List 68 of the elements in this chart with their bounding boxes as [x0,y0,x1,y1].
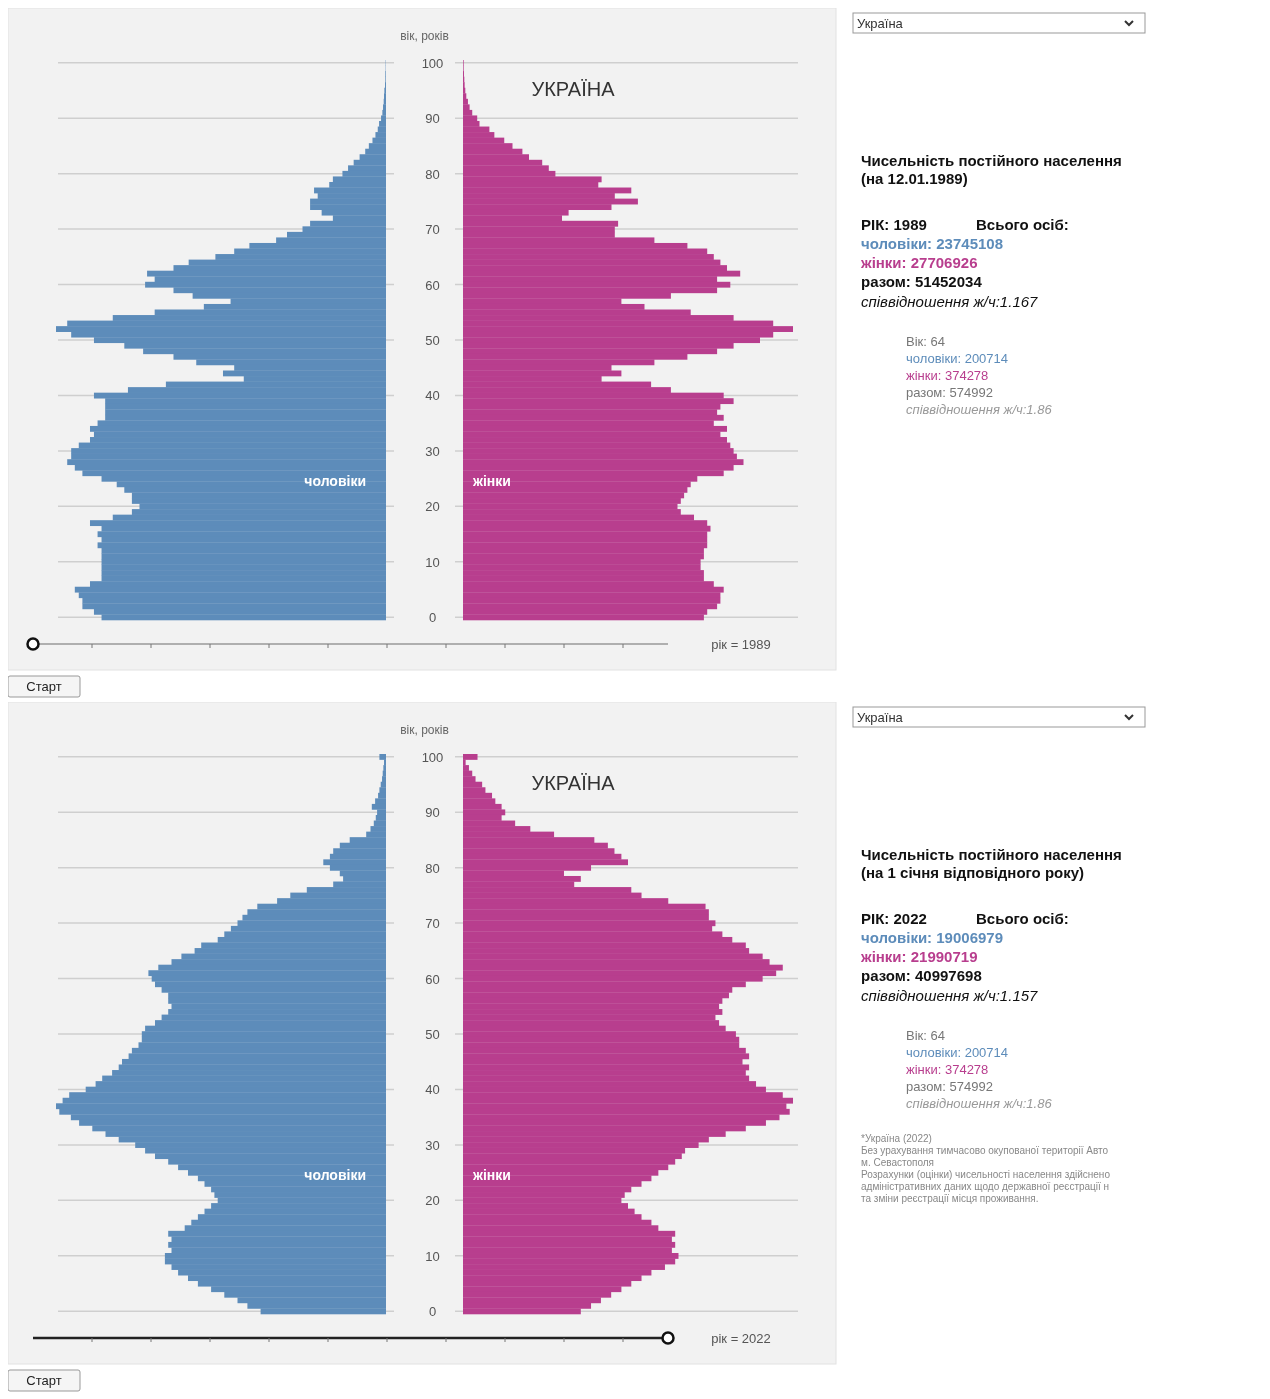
series-label: чоловіки [304,1167,366,1184]
text: співвідношення ж/ч:1.86 [906,1096,1053,1111]
y-tick-label: 60 [425,971,440,987]
region-select: Україна [852,706,1146,728]
text: УКРАЇНА [531,78,616,100]
text: співвідношення ж/ч:1.157 [861,987,1039,1004]
text: Вік: 64 [906,1028,945,1043]
text: та зміни реєстрації місця проживання. [861,1193,1039,1204]
y-tick-label: 80 [425,860,440,876]
y-tick-label: 70 [425,916,440,932]
text: жінки: 21990719 [860,948,978,965]
text: разом: 574992 [906,385,993,400]
text: чоловіки: 200714 [906,351,1009,366]
start-button: Старт [8,1369,81,1392]
series-label: чоловіки [304,473,366,490]
text: УКРАЇНА [531,772,616,794]
text: Без урахування тимчасово окупованої території Авто [861,1145,1109,1156]
y-tick-label: 40 [425,1082,440,1098]
text: співвідношення ж/ч:1.86 [906,402,1053,417]
text: *Україна (2022) [861,1133,932,1144]
text: разом: 51452034 [861,273,983,290]
y-tick-label: 70 [425,222,440,238]
y-tick-label: 10 [425,554,440,570]
text: жінки: 27706926 [860,254,978,271]
y-tick-label: 20 [425,1193,440,1209]
y-axis-title: вік, років [400,723,449,737]
y-tick-label: 40 [425,388,440,404]
y-tick-label: 60 [425,277,440,293]
text: разом: 40997698 [861,967,982,984]
text: Всього осіб: [976,910,1069,927]
text: Розрахунки (оцінки) чисельності населення здійснено [861,1169,1111,1180]
text: співвідношення ж/ч:1.167 [861,293,1039,310]
text: Чисельність постійного населення [861,846,1122,863]
text: разом: 574992 [906,1079,993,1094]
y-tick-label: 0 [428,1304,437,1320]
text: жінки: 374278 [906,368,989,383]
text: (на 12.01.1989) [861,170,968,187]
text: адміністративних даних щодо державної реєстрації н [861,1181,1110,1192]
y-tick-label: 0 [428,610,437,626]
text: (на 1 січня відповідного року) [861,864,1085,881]
y-tick-label: 30 [425,1137,440,1153]
text: жінки: 374278 [906,1062,989,1077]
text: Чисельність постійного населення [861,152,1122,169]
text: РІК: 2022 [861,910,927,927]
y-tick-label: 90 [425,111,440,127]
text: Вік: 64 [906,334,945,349]
y-axis-title: вік, років [400,29,449,43]
text: чоловіки: 19006979 [861,929,1004,946]
y-tick-label: 30 [425,443,440,459]
y-tick-label: 100 [421,55,444,71]
y-tick-label: 80 [425,166,440,182]
y-tick-label: 100 [421,749,444,765]
y-tick-label: 50 [425,333,440,348]
region-select: Україна [852,12,1146,34]
text: Всього осіб: [976,216,1069,233]
text: рік = 2022 [711,1331,771,1346]
y-tick-label: 10 [425,1248,440,1264]
y-tick-label: 20 [425,499,440,515]
text: рік = 1989 [711,637,771,652]
text: м. Севастополя [861,1157,935,1168]
y-tick-label: 50 [425,1027,440,1042]
series-label: жінки [472,473,511,490]
text: чоловіки: 200714 [906,1045,1009,1060]
series-label: жінки [472,1167,511,1184]
text: чоловіки: 23745108 [861,235,1004,252]
start-button: Старт [8,675,81,698]
text: РІК: 1989 [861,216,927,233]
y-tick-label: 90 [425,805,440,821]
